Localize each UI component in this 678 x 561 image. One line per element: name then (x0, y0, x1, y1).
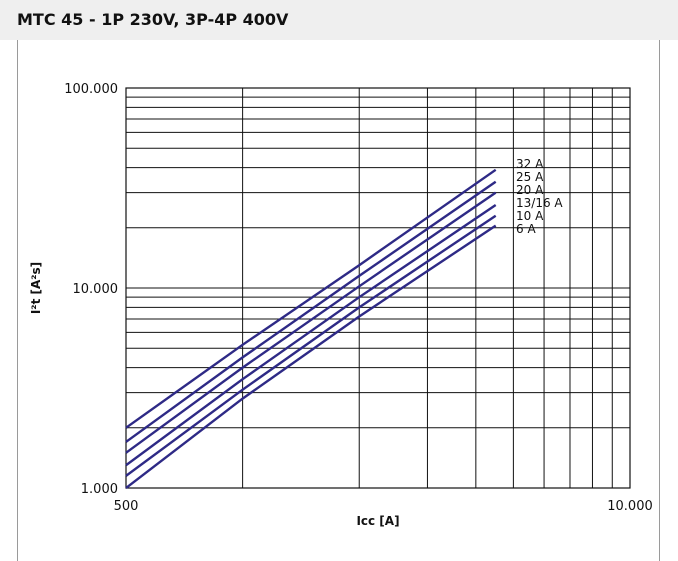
chart-grid (125, 87, 631, 489)
series-line (125, 180, 497, 443)
series-label: 10 A (516, 209, 544, 223)
plot-frame (125, 87, 631, 489)
series-line (125, 214, 497, 477)
y-tick-label: 100.000 (64, 82, 118, 97)
series-label: 20 A (516, 183, 544, 197)
series-line (125, 224, 497, 489)
y-axis-label: I²t [A²s] (29, 262, 43, 314)
y-tick-label: 1.000 (81, 482, 118, 497)
frame-border-left (17, 40, 18, 561)
series-label: 32 A (516, 157, 544, 171)
series-label: 25 A (516, 170, 544, 184)
x-tick-label: 500 (114, 499, 139, 514)
series-label: 6 A (516, 222, 536, 236)
x-tick-label: 10.000 (607, 499, 653, 514)
series-line (125, 191, 497, 454)
x-axis-label: Icc [A] (356, 514, 399, 528)
frame-border-right (659, 40, 660, 561)
series-line (125, 204, 497, 467)
chart-title: MTC 45 - 1P 230V, 3P-4P 400V (17, 10, 289, 29)
chart-series (125, 168, 497, 489)
series-label: 13/16 A (516, 196, 563, 210)
y-tick-label: 10.000 (73, 282, 119, 297)
series-line (125, 168, 497, 429)
chart-header-bar (0, 0, 678, 40)
